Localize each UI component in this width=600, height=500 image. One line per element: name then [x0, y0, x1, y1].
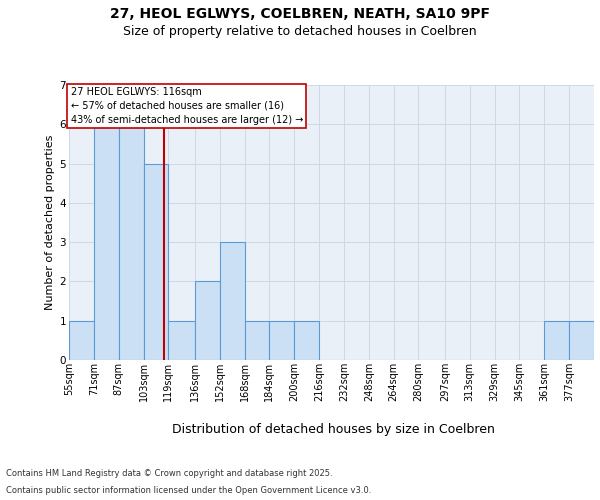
Bar: [69, 320, 94, 360]
Bar: [143, 164, 169, 360]
Text: 27 HEOL EGLWYS: 116sqm
← 57% of detached houses are smaller (16)
43% of semi-det: 27 HEOL EGLWYS: 116sqm ← 57% of detached…: [71, 87, 303, 125]
Text: Size of property relative to detached houses in Coelbren: Size of property relative to detached ho…: [123, 25, 477, 38]
Bar: [569, 320, 594, 360]
Bar: [195, 282, 220, 360]
Bar: [119, 124, 143, 360]
Bar: [245, 320, 269, 360]
Bar: [294, 320, 319, 360]
Bar: [169, 320, 195, 360]
Text: Distribution of detached houses by size in Coelbren: Distribution of detached houses by size …: [172, 422, 494, 436]
Text: Contains HM Land Registry data © Crown copyright and database right 2025.: Contains HM Land Registry data © Crown c…: [6, 468, 332, 477]
Bar: [220, 242, 245, 360]
Text: 27, HEOL EGLWYS, COELBREN, NEATH, SA10 9PF: 27, HEOL EGLWYS, COELBREN, NEATH, SA10 9…: [110, 8, 490, 22]
Text: Contains public sector information licensed under the Open Government Licence v3: Contains public sector information licen…: [6, 486, 371, 495]
Y-axis label: Number of detached properties: Number of detached properties: [46, 135, 55, 310]
Bar: [94, 124, 119, 360]
Bar: [269, 320, 294, 360]
Bar: [544, 320, 569, 360]
